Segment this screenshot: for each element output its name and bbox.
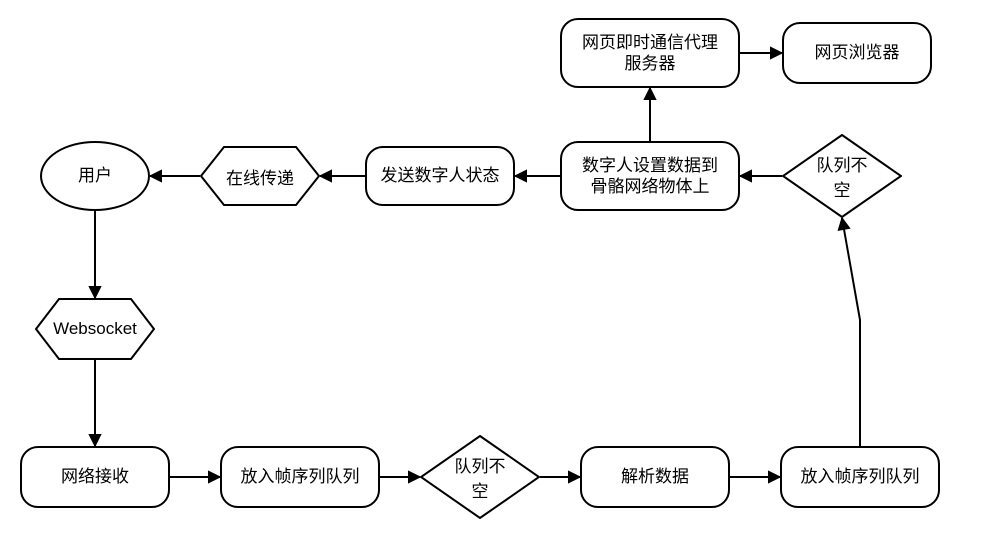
node-proxy: 网页即时通信代理 服务器 [560, 18, 740, 88]
node-parse: 解析数据 [580, 446, 730, 508]
edge-enqueue2-queue2 [842, 218, 860, 446]
node-queue2: 队列不 空 [782, 134, 902, 218]
node-setdata: 数字人设置数据到 骨骼网络物体上 [560, 141, 740, 211]
flowchart-canvas: 用户在线传递发送数字人状态数字人设置数据到 骨骼网络物体上队列不 空网页即时通信… [0, 0, 1000, 557]
node-enqueue2: 放入帧序列队列 [780, 446, 940, 508]
node-browser: 网页浏览器 [782, 22, 932, 84]
node-online: 在线传递 [200, 146, 320, 206]
node-netrecv: 网络接收 [20, 446, 170, 508]
node-queue1: 队列不 空 [420, 435, 540, 519]
node-websocket: Websocket [35, 298, 155, 360]
node-enqueue1: 放入帧序列队列 [220, 446, 380, 508]
node-user: 用户 [40, 141, 150, 211]
node-sendstate: 发送数字人状态 [365, 146, 515, 206]
